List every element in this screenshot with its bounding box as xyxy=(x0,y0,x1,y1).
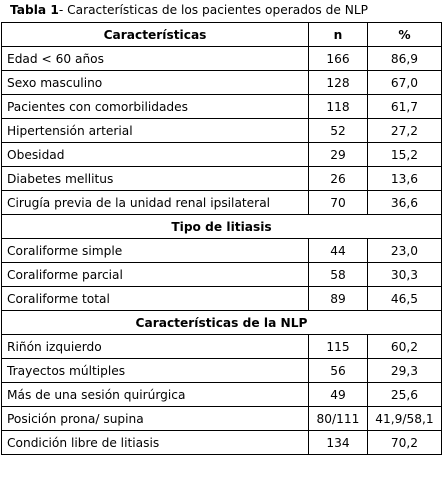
table-header: Características n % xyxy=(1,22,442,47)
row-percent-cell: 86,9 xyxy=(367,46,442,71)
row-label-cell: Posición prona/ supina xyxy=(1,406,309,431)
row-percent-cell: 13,6 xyxy=(367,166,442,191)
table-row: Diabetes mellitus 26 13,6 xyxy=(1,166,442,191)
row-percent-cell: 15,2 xyxy=(367,142,442,167)
row-n-cell: 89 xyxy=(308,286,368,311)
table-row: Posición prona/ supina 80/111 41,9/58,1 xyxy=(1,406,442,431)
row-n-cell: 70 xyxy=(308,190,368,215)
header-row: Características n % xyxy=(1,22,442,47)
row-n-cell: 44 xyxy=(308,238,368,263)
row-percent-cell: 41,9/58,1 xyxy=(367,406,442,431)
row-label-cell: Edad < 60 años xyxy=(1,46,309,71)
row-percent-cell: 46,5 xyxy=(367,286,442,311)
table-row: Sexo masculino 128 67,0 xyxy=(1,70,442,95)
row-percent-cell: 25,6 xyxy=(367,382,442,407)
table-row: Coraliforme simple 44 23,0 xyxy=(1,238,442,263)
row-n-cell: 166 xyxy=(308,46,368,71)
row-label-cell: Coraliforme total xyxy=(1,286,309,311)
row-n-cell: 118 xyxy=(308,94,368,119)
table-row: Condición libre de litiasis 134 70,2 xyxy=(1,430,442,455)
row-n-cell: 115 xyxy=(308,334,368,359)
row-n-cell: 58 xyxy=(308,262,368,287)
table-caption: Tabla 1- Características de los paciente… xyxy=(10,0,368,22)
table-row: Trayectos múltiples 56 29,3 xyxy=(1,358,442,383)
table-row: Coraliforme parcial 58 30,3 xyxy=(1,262,442,287)
row-label-cell: Pacientes con comorbilidades xyxy=(1,94,309,119)
row-label-cell: Obesidad xyxy=(1,142,309,167)
table-row: Cirugía previa de la unidad renal ipsila… xyxy=(1,190,442,215)
table-body: Edad < 60 años 166 86,9 Sexo masculino 128 67… xyxy=(1,46,442,455)
row-percent-cell: 36,6 xyxy=(367,190,442,215)
table-row: Coraliforme total 89 46,5 xyxy=(1,286,442,311)
row-n-cell: 49 xyxy=(308,382,368,407)
section-header-row: Características de la NLP xyxy=(1,310,442,335)
row-percent-cell: 60,2 xyxy=(367,334,442,359)
row-n-cell: 128 xyxy=(308,70,368,95)
row-label-cell: Trayectos múltiples xyxy=(1,358,309,383)
row-percent-cell: 61,7 xyxy=(367,94,442,119)
row-percent-cell: 70,2 xyxy=(367,430,442,455)
row-label-cell: Hipertensión arterial xyxy=(1,118,309,143)
table-row: Edad < 60 años 166 86,9 xyxy=(1,46,442,71)
row-label-cell: Condición libre de litiasis xyxy=(1,430,309,455)
row-label-cell: Diabetes mellitus xyxy=(1,166,309,191)
row-percent-cell: 27,2 xyxy=(367,118,442,143)
row-n-cell: 134 xyxy=(308,430,368,455)
row-n-cell: 26 xyxy=(308,166,368,191)
table-row: Pacientes con comorbilidades 118 61,7 xyxy=(1,94,442,119)
section-header-row: Tipo de litiasis xyxy=(1,214,442,239)
patient-characteristics-table: Características n % Edad < 60 años 166 86,… xyxy=(1,22,442,455)
table-row: Más de una sesión quirúrgica 49 25,6 xyxy=(1,382,442,407)
row-label-cell: Coraliforme parcial xyxy=(1,262,309,287)
row-label-cell: Cirugía previa de la unidad renal ipsila… xyxy=(1,190,309,215)
row-percent-cell: 29,3 xyxy=(367,358,442,383)
table-row: Hipertensión arterial 52 27,2 xyxy=(1,118,442,143)
table-caption-label: Tabla 1 xyxy=(10,3,59,17)
row-n-cell: 29 xyxy=(308,142,368,167)
table-row: Obesidad 29 15,2 xyxy=(1,142,442,167)
section-title: Tipo de litiasis xyxy=(1,214,442,239)
row-percent-cell: 30,3 xyxy=(367,262,442,287)
row-n-cell: 80/111 xyxy=(308,406,368,431)
row-n-cell: 52 xyxy=(308,118,368,143)
row-label-cell: Coraliforme simple xyxy=(1,238,309,263)
row-label-cell: Sexo masculino xyxy=(1,70,309,95)
row-label-cell: Riñón izquierdo xyxy=(1,334,309,359)
section-title: Características de la NLP xyxy=(1,310,442,335)
row-percent-cell: 23,0 xyxy=(367,238,442,263)
table-row: Riñón izquierdo 115 60,2 xyxy=(1,334,442,359)
row-n-cell: 56 xyxy=(308,358,368,383)
row-label-cell: Más de una sesión quirúrgica xyxy=(1,382,309,407)
table-caption-text: - Características de los pacientes opera… xyxy=(58,3,368,17)
header-characteristics: Características xyxy=(1,22,309,47)
header-percent: % xyxy=(367,22,442,47)
row-percent-cell: 67,0 xyxy=(367,70,442,95)
header-n: n xyxy=(308,22,368,47)
